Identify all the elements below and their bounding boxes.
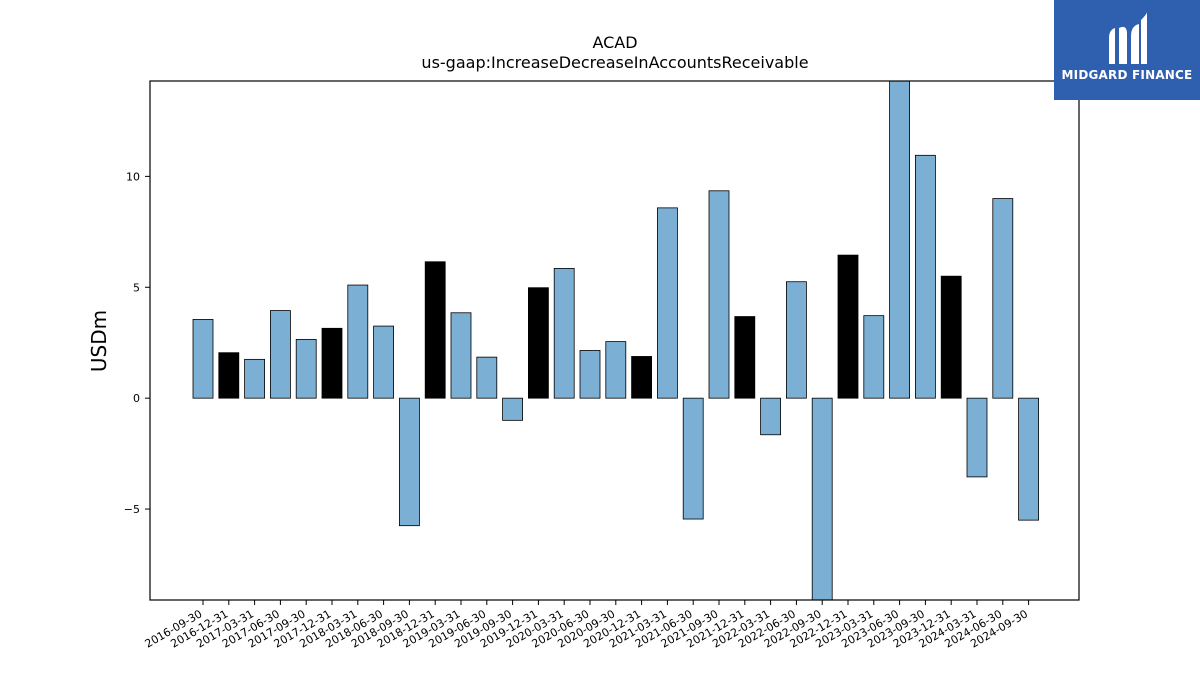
bar-2019-12-31 [528, 287, 549, 399]
chart-title: ACAD [592, 33, 637, 52]
bar-2018-09-30 [398, 397, 420, 527]
bar-2022-06-30 [786, 281, 807, 399]
bar-2020-06-30 [579, 350, 601, 399]
bar-2017-06-30 [269, 310, 291, 399]
bar-2024-03-31 [966, 397, 988, 478]
bar-2017-12-31 [321, 327, 343, 399]
bar-2023-12-31 [940, 275, 962, 399]
bar-2021-03-31 [657, 207, 678, 399]
bar-2020-09-30 [605, 341, 627, 399]
bar-2016-09-30 [192, 319, 214, 399]
bar-2017-03-31 [244, 358, 266, 399]
bar-2021-12-31 [734, 316, 756, 399]
chart-subtitle: us-gaap:IncreaseDecreaseInAccountsReceiv… [421, 53, 808, 72]
bar-2020-03-31 [553, 268, 575, 399]
bar-2022-03-31 [760, 397, 781, 436]
bar-2024-06-30 [992, 198, 1014, 399]
plot-frame [149, 80, 1080, 601]
bar-2023-06-30 [889, 80, 910, 399]
y-tick-label: 0 [133, 392, 140, 405]
y-tick-label: 5 [133, 281, 140, 294]
y-ticks-group: −5 0 5 10 [124, 170, 150, 516]
bar-2019-03-31 [450, 312, 472, 399]
bar-2019-06-30 [476, 356, 498, 399]
bar-2016-12-31 [218, 352, 240, 399]
bar-2019-09-30 [502, 397, 524, 421]
y-tick-label: 10 [126, 170, 140, 183]
bar-2021-09-30 [708, 190, 730, 399]
bar-2017-09-30 [295, 338, 317, 399]
bar-2020-12-31 [631, 356, 652, 399]
y-tick-label: −5 [124, 503, 140, 516]
x-ticks-group: 2016-09-302016-12-312017-03-312017-06-30… [143, 600, 1030, 651]
bar-2018-12-31 [424, 261, 446, 399]
bar-2022-09-30 [811, 397, 833, 601]
bar-2018-06-30 [373, 325, 395, 399]
y-axis-label: USDm [87, 310, 111, 372]
bar-2022-12-31 [837, 254, 859, 399]
brand-logo: MIDGARD FINANCE [1054, 0, 1200, 100]
bar-2024-09-30 [1018, 397, 1039, 521]
midgard-logo-icon [1109, 12, 1147, 64]
bar-2018-03-31 [347, 284, 369, 399]
bar-2021-06-30 [682, 397, 704, 520]
logo-text: MIDGARD FINANCE [1061, 68, 1193, 82]
bars-group [192, 80, 1039, 601]
bar-2023-03-31 [863, 315, 885, 399]
bar-2023-09-30 [915, 154, 936, 399]
